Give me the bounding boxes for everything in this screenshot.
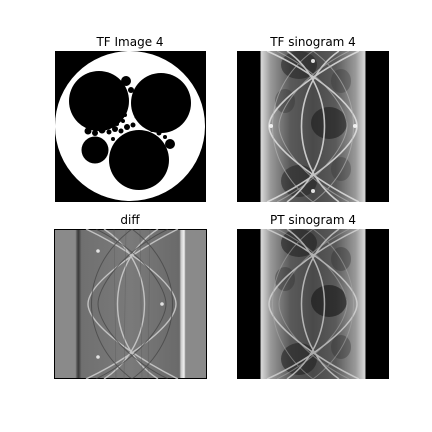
diff-panel	[54, 229, 207, 379]
tf-sinogram-title: TF sinogram 4	[270, 35, 356, 49]
pt-sinogram-panel	[237, 229, 389, 379]
pt-sinogram-title: PT sinogram 4	[270, 213, 356, 227]
tf-image-panel	[55, 51, 206, 202]
tf-sinogram-panel	[237, 51, 389, 202]
tf-image-title: TF Image 4	[96, 35, 164, 49]
diff-title: diff	[120, 213, 140, 227]
